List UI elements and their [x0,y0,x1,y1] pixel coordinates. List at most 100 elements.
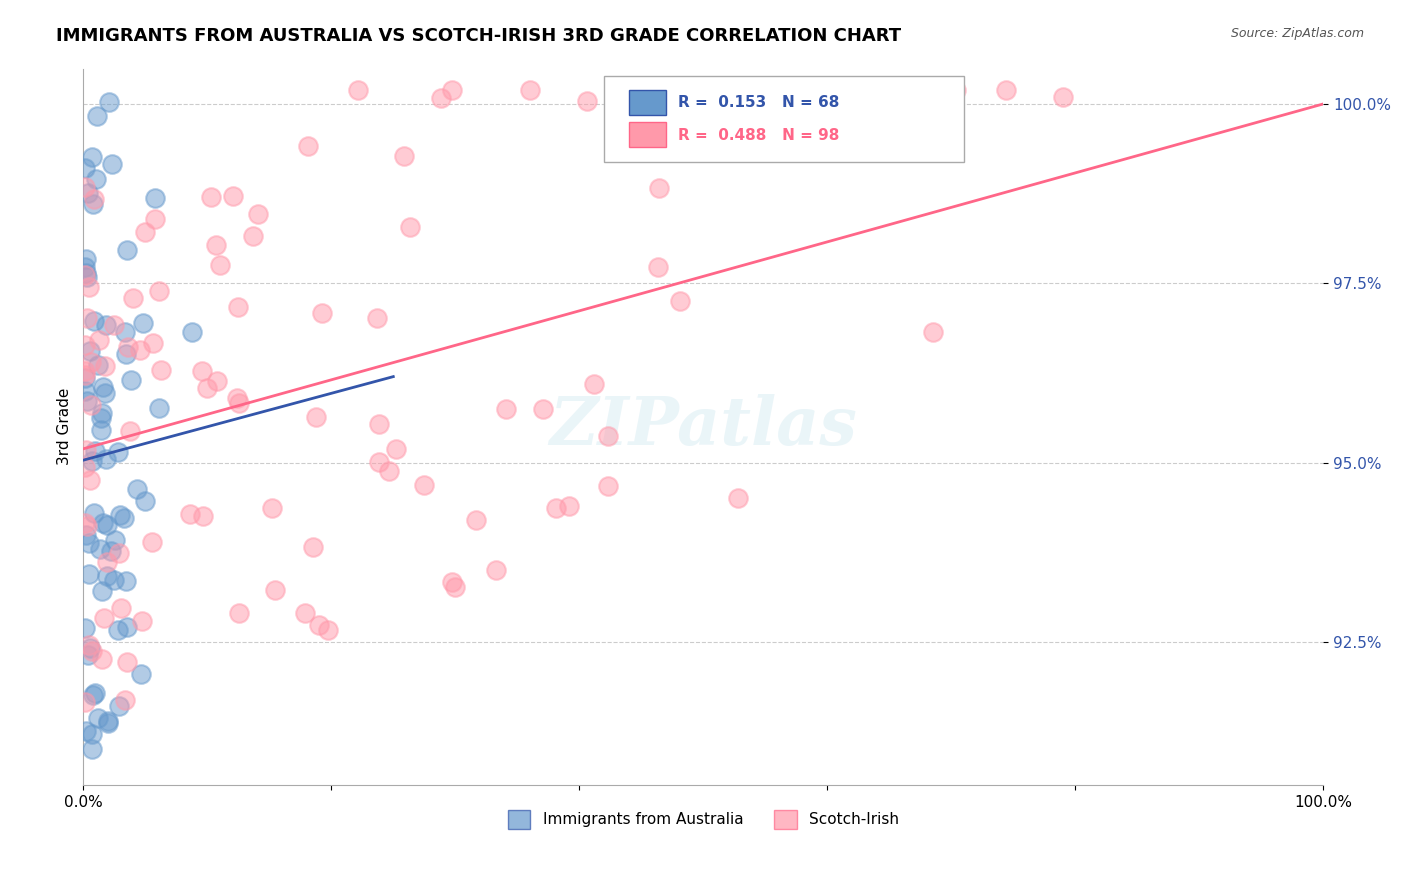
Point [73,364,96,378]
Point [242,229,264,244]
Point [247,207,270,221]
Point [143,211,166,226]
Point [862,83,884,97]
Point [75,723,97,738]
Point [205,238,228,252]
Point [80,355,103,369]
Point [190,364,212,378]
Point [107,623,129,637]
Point [107,445,129,459]
Point [558,500,581,514]
Point [86,109,108,123]
Point [264,582,287,597]
Point [84,172,107,186]
Point [94,318,117,332]
Point [495,401,517,416]
Point [1052,90,1074,104]
Point [73,460,96,475]
Point [75,442,97,457]
Point [995,83,1018,97]
Y-axis label: 3rd Grade: 3rd Grade [58,388,72,466]
Point [90,410,112,425]
Point [112,510,135,524]
Point [110,601,132,615]
Text: R =  0.153   N = 68: R = 0.153 N = 68 [679,95,839,111]
Point [485,563,508,577]
Point [200,190,222,204]
Bar [628,90,666,115]
Point [82,688,104,702]
Point [399,220,422,235]
Point [311,306,333,320]
Point [80,398,103,412]
Point [91,651,114,665]
Point [76,394,98,409]
Point [91,516,114,530]
Point [94,386,117,401]
Point [412,478,434,492]
Point [305,409,328,424]
Text: R =  0.488   N = 98: R = 0.488 N = 98 [679,128,839,143]
Point [89,542,111,557]
Point [443,581,465,595]
Point [104,533,127,548]
Point [831,83,853,97]
Point [117,340,139,354]
Point [118,424,141,438]
Point [82,454,104,468]
Point [143,191,166,205]
Point [208,258,231,272]
Point [598,479,620,493]
Point [77,279,100,293]
Point [82,150,104,164]
Point [91,583,114,598]
Point [193,509,215,524]
Point [226,391,249,405]
Point [205,374,228,388]
Point [73,179,96,194]
Point [429,91,451,105]
Point [129,666,152,681]
Point [195,381,218,395]
Point [546,501,568,516]
Point [73,621,96,635]
Point [90,423,112,437]
Point [73,338,96,352]
Point [648,181,671,195]
Point [108,546,131,560]
Point [181,325,204,339]
Point [76,311,98,326]
Point [97,716,120,731]
FancyBboxPatch shape [605,76,963,161]
Point [226,300,249,314]
Point [922,325,945,339]
Point [87,358,110,372]
Point [90,406,112,420]
Point [148,401,170,415]
Point [83,443,105,458]
Point [125,482,148,496]
Point [76,648,98,662]
Point [91,379,114,393]
Point [77,536,100,550]
Point [222,188,245,202]
Point [77,638,100,652]
Point [368,455,391,469]
Legend: Immigrants from Australia, Scotch-Irish: Immigrants from Australia, Scotch-Irish [502,804,905,835]
Point [228,396,250,410]
Point [89,333,111,347]
Point [131,316,153,330]
Point [103,573,125,587]
Point [73,368,96,382]
Point [114,347,136,361]
Point [73,371,96,385]
Point [82,196,104,211]
Point [134,225,156,239]
Point [80,644,103,658]
Point [115,243,138,257]
Point [103,318,125,333]
Point [75,252,97,267]
Point [228,606,250,620]
Point [93,610,115,624]
Point [75,266,97,280]
